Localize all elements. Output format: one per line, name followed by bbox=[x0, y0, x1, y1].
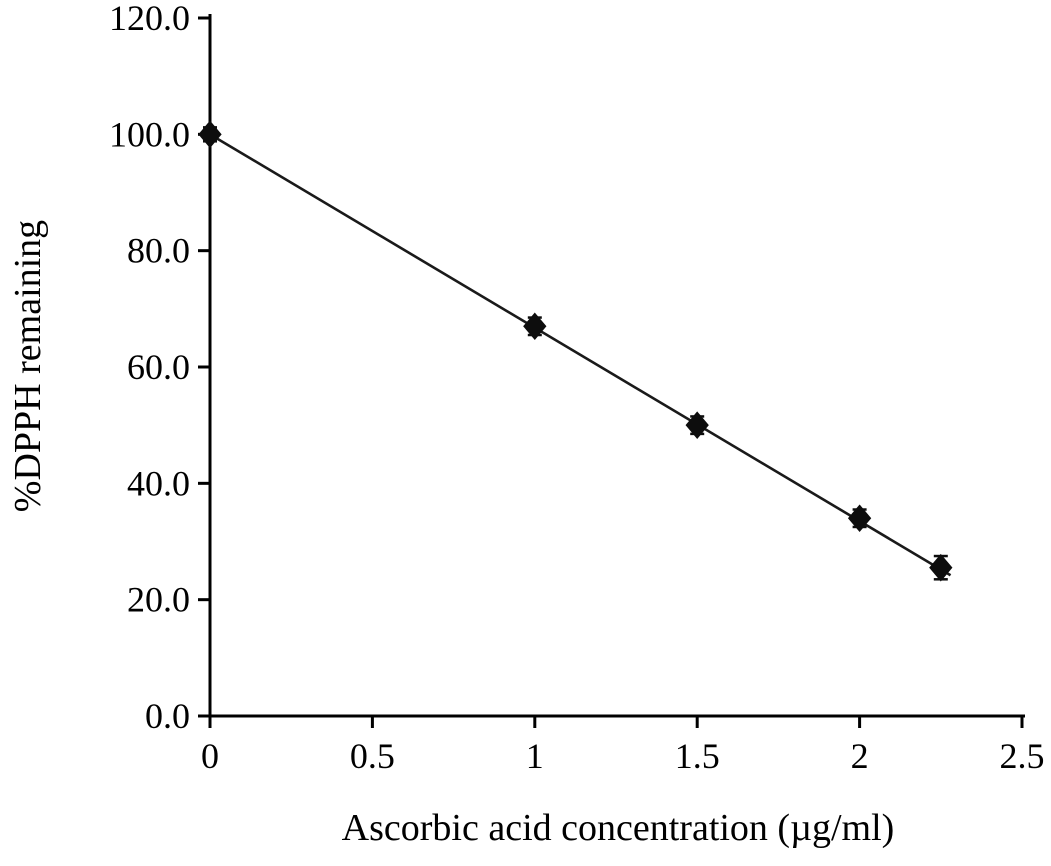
x-tick-label: 1.5 bbox=[675, 736, 720, 776]
plot-area: 0.0 20.0 40.0 60.0 80.0 100.0 120.0 0 0.5 1 1.5 2 2.… bbox=[109, 0, 1045, 776]
x-tick-label: 2 bbox=[851, 736, 869, 776]
x-axis-title: Ascorbic acid concentration (µg/ml) bbox=[342, 807, 895, 849]
data-point-marker bbox=[847, 504, 872, 533]
y-tick-label: 60.0 bbox=[127, 347, 190, 387]
x-tick-label: 2.5 bbox=[1000, 736, 1045, 776]
y-tick-label: 80.0 bbox=[127, 231, 190, 271]
y-tick-label: 100.0 bbox=[109, 114, 190, 154]
x-tick-label: 0.5 bbox=[350, 736, 395, 776]
data-point-marker bbox=[198, 120, 222, 149]
data-point-marker bbox=[685, 411, 709, 439]
x-tick-label: 1 bbox=[526, 736, 544, 776]
y-tick-label: 20.0 bbox=[127, 580, 190, 620]
data-point-marker bbox=[929, 553, 953, 582]
y-tick-label: 0.0 bbox=[145, 696, 190, 736]
data-point-marker bbox=[523, 312, 547, 341]
x-tick-label: 0 bbox=[201, 736, 219, 776]
y-axis-title: %DPPH remaining bbox=[7, 220, 49, 512]
trend-line bbox=[209, 133, 952, 577]
y-tick-label: 120.0 bbox=[109, 0, 190, 38]
y-tick-label: 40.0 bbox=[127, 463, 190, 503]
